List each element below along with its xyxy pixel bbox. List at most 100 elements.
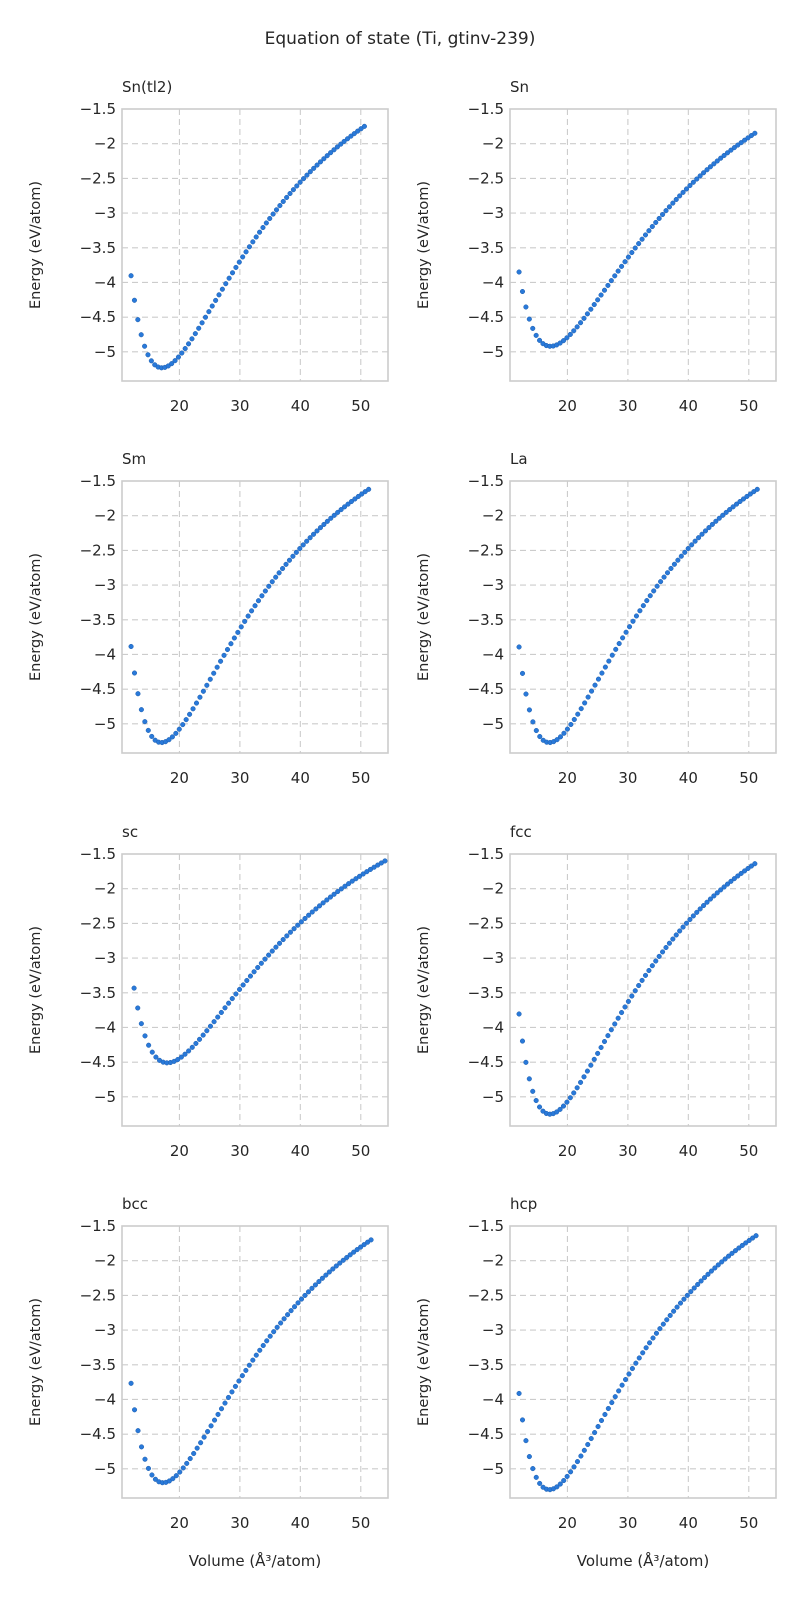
data-point	[348, 133, 354, 139]
data-point	[530, 1088, 536, 1094]
data-point	[331, 891, 337, 897]
data-point	[149, 1049, 155, 1055]
data-point	[253, 234, 259, 240]
y-tick-label: −1.5	[468, 472, 504, 490]
data-point	[284, 933, 290, 939]
data-point	[619, 263, 625, 269]
data-point	[612, 1394, 618, 1400]
data-point	[215, 1014, 221, 1020]
data-point	[335, 509, 341, 515]
data-point	[293, 549, 299, 555]
data-point	[702, 528, 709, 534]
data-point	[692, 538, 698, 544]
data-point	[358, 1244, 364, 1250]
data-point	[615, 268, 621, 274]
y-tick-label: −4.5	[80, 308, 116, 326]
data-point	[595, 676, 602, 682]
y-tick-label: −4.5	[468, 680, 504, 698]
data-point	[316, 1279, 322, 1285]
data-point	[713, 518, 719, 524]
data-point	[670, 200, 676, 206]
data-points	[516, 861, 758, 1117]
data-point	[643, 1345, 649, 1351]
data-point	[533, 727, 539, 734]
y-tick-label: −3.5	[80, 611, 116, 629]
data-point	[709, 521, 715, 527]
y-tick-label: −5	[94, 1088, 116, 1106]
data-point	[650, 1335, 656, 1341]
subplot-title: fcc	[510, 823, 532, 841]
data-point	[309, 909, 315, 915]
data-point	[239, 1373, 245, 1379]
data-point	[651, 588, 657, 594]
data-point	[629, 993, 635, 999]
data-point	[519, 1417, 526, 1423]
data-point	[266, 583, 272, 589]
data-point	[260, 1342, 266, 1349]
data-point	[660, 1321, 666, 1327]
data-point	[246, 1362, 252, 1368]
data-point	[530, 1466, 536, 1472]
data-point	[685, 545, 691, 552]
x-axis-label: Volume (Å³/atom)	[189, 1551, 321, 1570]
data-point	[622, 259, 628, 265]
data-point	[660, 949, 666, 955]
data-point	[219, 286, 225, 292]
subplot-title: Sn(tl2)	[122, 78, 172, 96]
data-point	[297, 546, 303, 552]
data-point	[677, 193, 683, 199]
data-point	[142, 719, 148, 725]
data-point	[714, 158, 720, 164]
data-point	[240, 254, 246, 260]
data-point	[172, 358, 178, 364]
data-point	[632, 245, 638, 251]
data-point	[290, 187, 296, 193]
subplot-title: hcp	[510, 1195, 537, 1213]
data-point	[302, 1292, 308, 1298]
y-tick-label: −2	[94, 880, 116, 898]
data-point	[691, 1285, 697, 1291]
data-point	[368, 1237, 374, 1243]
data-point	[601, 287, 608, 293]
data-point	[616, 1388, 622, 1394]
y-tick-label: −3	[94, 1321, 116, 1339]
data-point	[186, 341, 192, 347]
data-point	[240, 982, 246, 988]
data-point	[644, 598, 650, 604]
data-point	[748, 863, 754, 869]
data-point	[523, 1438, 529, 1444]
y-tick-label: −2.5	[80, 169, 116, 187]
data-point	[298, 1296, 305, 1302]
data-point	[629, 249, 635, 256]
data-point	[599, 670, 605, 676]
data-point	[609, 652, 615, 658]
data-point	[297, 179, 303, 185]
data-point	[149, 1472, 155, 1478]
data-point	[561, 730, 567, 736]
data-point	[738, 140, 744, 146]
x-tick-label: 50	[351, 1514, 370, 1532]
data-point	[689, 542, 695, 548]
data-point	[180, 1465, 186, 1471]
data-point	[206, 309, 212, 315]
data-point	[696, 535, 702, 541]
data-point	[251, 969, 257, 975]
data-point	[523, 691, 529, 697]
x-tick-label: 50	[351, 769, 370, 787]
data-point	[274, 1324, 280, 1330]
data-point	[170, 1476, 176, 1482]
data-point	[728, 878, 734, 884]
data-point	[252, 603, 258, 609]
y-tick-label: −2.5	[468, 1286, 504, 1304]
data-point	[589, 688, 595, 694]
data-point	[300, 542, 306, 548]
y-tick-label: −3.5	[80, 1356, 116, 1374]
data-point	[751, 489, 757, 495]
subplot-1: 20 30 40 50 −1.5 −2 −2.5 −3 −3.5 −4 −4.5 −5 Sn(tl2) E…	[28, 78, 389, 415]
data-point	[530, 719, 536, 725]
data-point	[744, 493, 750, 500]
plot-frame	[121, 1225, 389, 1499]
data-point	[647, 1340, 653, 1346]
data-point	[326, 1269, 332, 1275]
y-tick-label: −2	[94, 507, 116, 525]
